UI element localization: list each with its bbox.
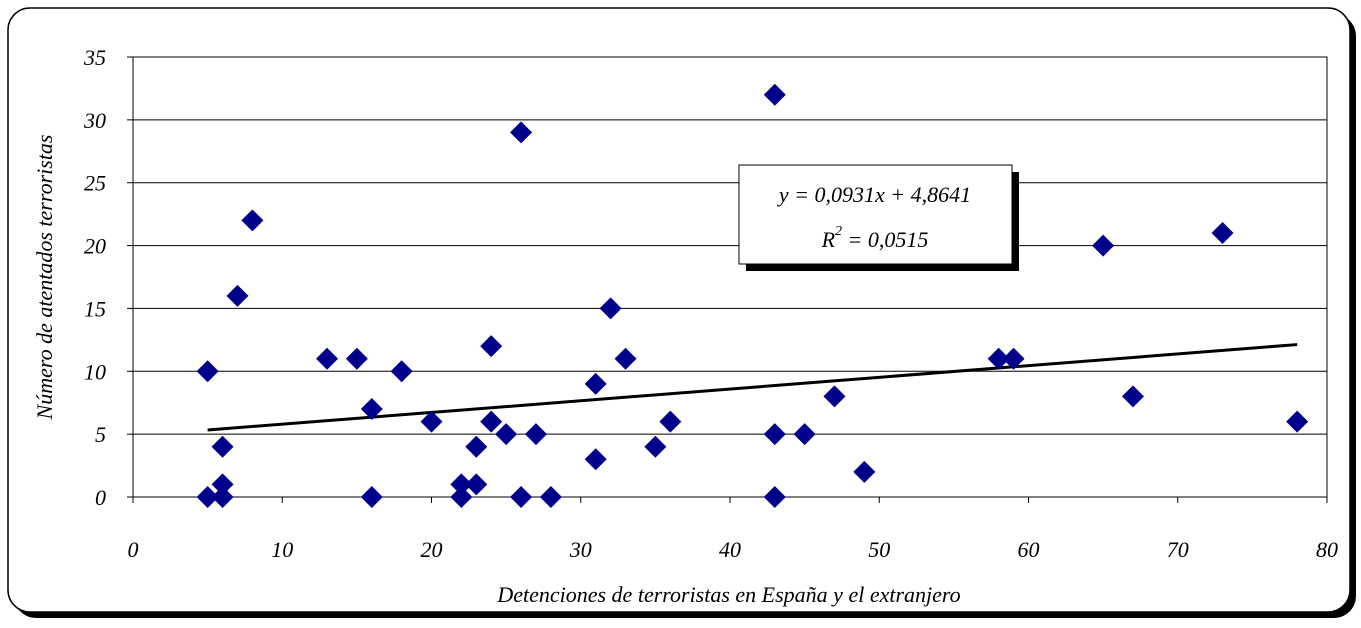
data-point (763, 423, 786, 446)
x-tick-label: 30 (569, 537, 592, 562)
trendline (207, 343, 1298, 432)
x-tick-label: 60 (1018, 537, 1040, 562)
annotation-box (738, 164, 1013, 265)
data-point (360, 398, 383, 420)
data-point (316, 347, 339, 370)
data-point (241, 209, 264, 232)
data-point (1092, 234, 1115, 257)
data-point (987, 347, 1010, 370)
data-point (539, 486, 562, 508)
x-tick-label: 0 (128, 537, 139, 562)
data-point (1002, 347, 1025, 370)
data-point (793, 423, 816, 446)
x-tick-label: 50 (868, 537, 890, 562)
data-point (510, 486, 533, 508)
data-point (763, 486, 786, 508)
y-axis-title: Número de atentados terroristas (32, 135, 57, 421)
data-point (211, 486, 234, 508)
y-tick-label: 0 (95, 485, 106, 510)
data-point (450, 486, 473, 508)
x-tick-label: 80 (1316, 537, 1338, 562)
data-point (390, 360, 413, 383)
x-tick-label: 10 (271, 537, 293, 562)
data-point (465, 435, 488, 458)
tick-layer: 0 5 10 15 20 25 30 35 0 10 20 30 40 50 60 70 80 (83, 45, 1338, 562)
data-point (450, 473, 473, 496)
x-axis-title: Detenciones de terroristas en España y e… (496, 582, 960, 607)
data-point (420, 410, 443, 433)
r-squared-r: R (821, 227, 836, 252)
data-point (211, 473, 234, 496)
data-point (196, 360, 219, 383)
x-tick-label: 40 (719, 537, 741, 562)
y-tick-label: 20 (84, 234, 106, 259)
y-tick-label: 35 (83, 45, 106, 70)
r-squared-exponent: 2 (835, 224, 842, 239)
data-point (360, 486, 383, 508)
y-tick-label: 10 (84, 359, 106, 384)
data-point (1121, 385, 1144, 408)
data-point (763, 83, 786, 106)
point-layer (196, 83, 1309, 508)
r-squared-value: = 0,0515 (842, 227, 928, 252)
y-tick-label: 15 (84, 296, 106, 321)
data-point (480, 335, 503, 358)
data-point (524, 423, 547, 446)
regression-annotation: y = 0,0931x + 4,8641 R2 = 0,0515 (738, 164, 1019, 271)
data-point (345, 347, 368, 370)
chart-frame (7, 7, 1351, 613)
y-tick-label: 30 (83, 108, 106, 133)
r-squared-label: R2 = 0,0515 (821, 224, 929, 252)
data-point (480, 410, 503, 433)
data-point (196, 486, 219, 508)
y-tick-label: 25 (84, 171, 106, 196)
data-point (659, 410, 682, 433)
y-tick-label: 5 (95, 422, 106, 447)
data-point (1211, 222, 1234, 244)
data-point (599, 297, 622, 320)
data-point (1286, 410, 1309, 433)
data-point (226, 284, 249, 307)
data-point (584, 448, 607, 471)
regression-equation: y = 0,0931x + 4,8641 (777, 182, 971, 207)
data-point (823, 385, 846, 408)
data-point (211, 435, 234, 458)
data-point (510, 121, 533, 144)
data-point (584, 372, 607, 395)
x-tick-label: 20 (421, 537, 443, 562)
data-point (644, 435, 667, 458)
data-point (465, 473, 488, 496)
x-tick-label: 70 (1167, 537, 1189, 562)
data-point (853, 460, 876, 483)
data-point (495, 423, 518, 446)
data-point (614, 347, 637, 370)
